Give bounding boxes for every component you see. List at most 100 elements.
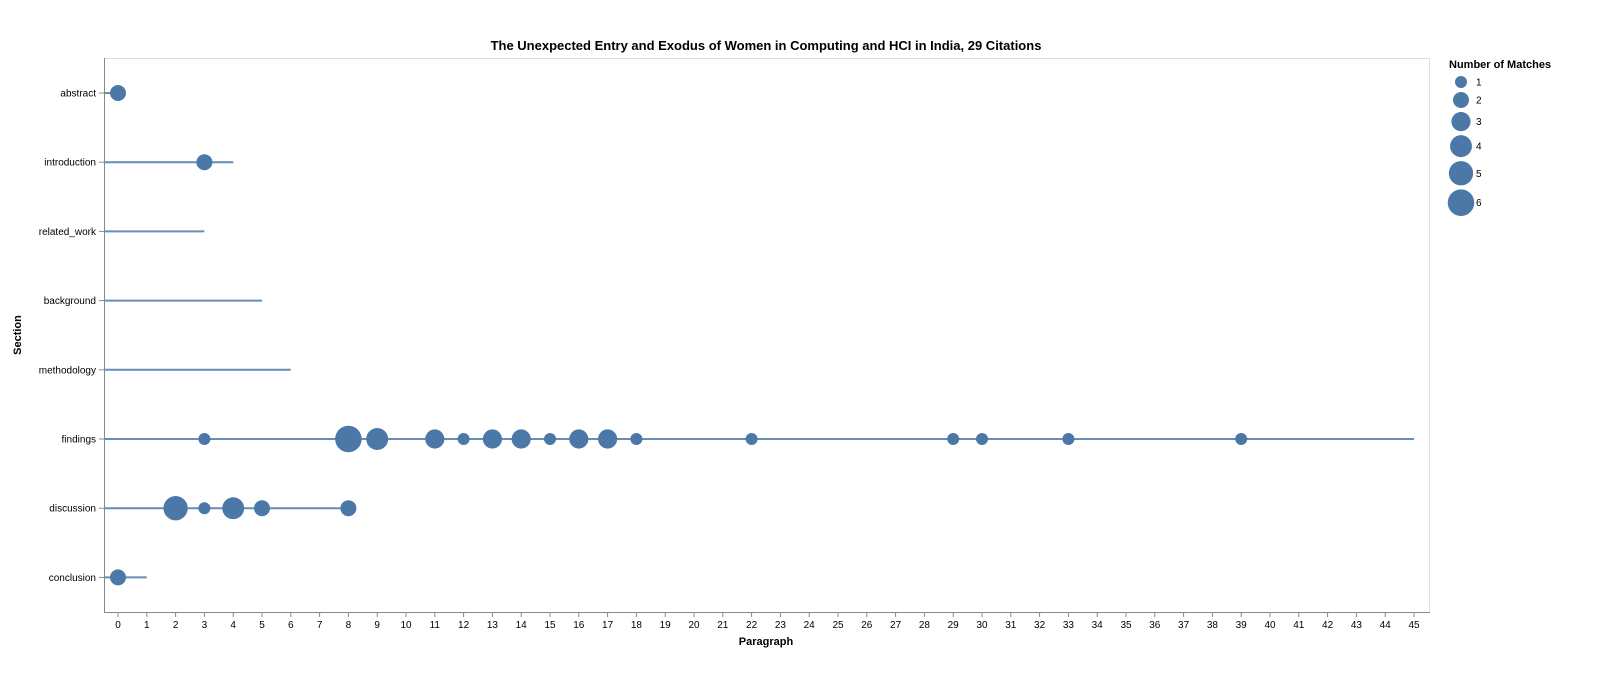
point-findings-14[interactable] [511, 429, 531, 449]
x-tick-label-4: 4 [230, 620, 236, 631]
x-tick-label-34: 34 [1092, 620, 1104, 631]
x-tick-label-38: 38 [1207, 620, 1219, 631]
x-tick-label-28: 28 [919, 620, 931, 631]
legend-label-6: 6 [1476, 198, 1482, 209]
x-tick-label-25: 25 [832, 620, 844, 631]
legend-label-2: 2 [1476, 96, 1482, 107]
x-tick-label-10: 10 [400, 620, 412, 631]
x-tick-label-2: 2 [173, 620, 179, 631]
point-findings-3[interactable] [198, 433, 211, 445]
x-tick-label-22: 22 [746, 620, 758, 631]
point-discussion-2[interactable] [163, 496, 188, 521]
x-tick-label-17: 17 [602, 620, 614, 631]
x-tick-label-18: 18 [631, 620, 643, 631]
section-lines [104, 92, 1414, 579]
x-tick-label-21: 21 [717, 620, 729, 631]
x-tick-label-6: 6 [288, 620, 294, 631]
y-tick-label-discussion: discussion [49, 504, 96, 515]
point-conclusion-0[interactable] [110, 569, 126, 586]
x-tick-label-1: 1 [144, 620, 150, 631]
point-findings-22[interactable] [745, 433, 758, 445]
x-tick-label-23: 23 [775, 620, 787, 631]
x-tick-label-26: 26 [861, 620, 873, 631]
x-tick-label-35: 35 [1120, 620, 1132, 631]
x-tick-label-41: 41 [1293, 620, 1305, 631]
point-discussion-3[interactable] [198, 502, 211, 515]
chart-title: The Unexpected Entry and Exodus of Women… [491, 38, 1042, 53]
point-abstract-0[interactable] [110, 85, 126, 101]
x-tick-label-15: 15 [544, 620, 556, 631]
legend-label-4: 4 [1476, 142, 1482, 153]
axes: 0 1 2 3 4 5 6 7 8 9 10 11 12 13 14 15 16 17 18 19 20 21 22 23 24… [39, 58, 1430, 631]
point-findings-18[interactable] [630, 433, 643, 445]
point-introduction-3[interactable] [196, 154, 213, 171]
x-tick-label-30: 30 [976, 620, 988, 631]
legend-label-1: 1 [1476, 78, 1482, 89]
x-tick-label-5: 5 [259, 620, 265, 631]
legend: Number of Matches 1 2 3 4 5 6 [1447, 59, 1551, 216]
x-tick-label-24: 24 [804, 620, 816, 631]
point-discussion-8[interactable] [340, 500, 357, 517]
legend-symbol-1 [1455, 76, 1467, 88]
point-findings-16[interactable] [569, 429, 589, 449]
x-tick-label-11: 11 [430, 620, 441, 631]
x-tick-label-43: 43 [1351, 620, 1363, 631]
point-findings-9[interactable] [366, 428, 389, 450]
point-findings-12[interactable] [457, 433, 470, 445]
x-tick-label-31: 31 [1005, 620, 1017, 631]
point-findings-30[interactable] [976, 433, 988, 445]
y-tick-label-background: background [44, 296, 96, 307]
x-tick-label-29: 29 [948, 620, 960, 631]
legend-label-5: 5 [1476, 169, 1482, 180]
point-findings-29[interactable] [947, 433, 960, 445]
legend-label-3: 3 [1476, 117, 1482, 128]
x-tick-label-39: 39 [1236, 620, 1248, 631]
x-tick-label-8: 8 [346, 620, 352, 631]
y-tick-label-methodology: methodology [39, 365, 96, 376]
point-findings-17[interactable] [598, 429, 618, 449]
plot-frame [104, 58, 1430, 613]
x-tick-label-32: 32 [1034, 620, 1046, 631]
y-axis-title: Section [12, 315, 24, 355]
legend-symbol-5 [1448, 161, 1474, 186]
x-axis-title: Paragraph [739, 636, 794, 648]
x-tick-label-14: 14 [516, 620, 528, 631]
x-tick-label-37: 37 [1178, 620, 1190, 631]
x-tick-label-27: 27 [890, 620, 902, 631]
y-tick-label-findings: findings [62, 435, 96, 446]
x-tick-label-12: 12 [458, 620, 470, 631]
x-tick-label-45: 45 [1408, 620, 1420, 631]
x-tick-label-33: 33 [1063, 620, 1075, 631]
x-tick-label-0: 0 [115, 620, 121, 631]
x-tick-label-42: 42 [1322, 620, 1334, 631]
x-tick-label-20: 20 [688, 620, 700, 631]
citation-points [110, 85, 1248, 586]
point-findings-33[interactable] [1062, 433, 1075, 445]
x-tick-label-3: 3 [202, 620, 208, 631]
x-tick-label-44: 44 [1380, 620, 1392, 631]
x-tick-label-16: 16 [573, 620, 585, 631]
point-findings-11[interactable] [425, 429, 445, 449]
point-findings-39[interactable] [1235, 433, 1248, 445]
legend-symbol-3 [1451, 112, 1471, 132]
legend-symbol-6 [1447, 189, 1475, 216]
x-tick-label-13: 13 [487, 620, 499, 631]
y-tick-label-related_work: related_work [39, 227, 97, 238]
y-tick-label-introduction: introduction [44, 158, 96, 169]
point-findings-8[interactable] [335, 425, 362, 453]
y-tick-label-conclusion: conclusion [49, 573, 96, 584]
x-tick-label-19: 19 [660, 620, 672, 631]
legend-title: Number of Matches [1449, 59, 1551, 71]
point-findings-15[interactable] [544, 433, 556, 445]
legend-symbol-4 [1450, 135, 1472, 158]
y-tick-label-abstract: abstract [60, 89, 96, 100]
x-tick-label-40: 40 [1264, 620, 1276, 631]
point-findings-13[interactable] [482, 429, 502, 449]
legend-symbol-2 [1453, 92, 1469, 108]
point-discussion-5[interactable] [254, 500, 270, 517]
x-tick-label-7: 7 [317, 620, 323, 631]
x-tick-label-9: 9 [374, 620, 380, 631]
point-discussion-4[interactable] [222, 497, 245, 520]
